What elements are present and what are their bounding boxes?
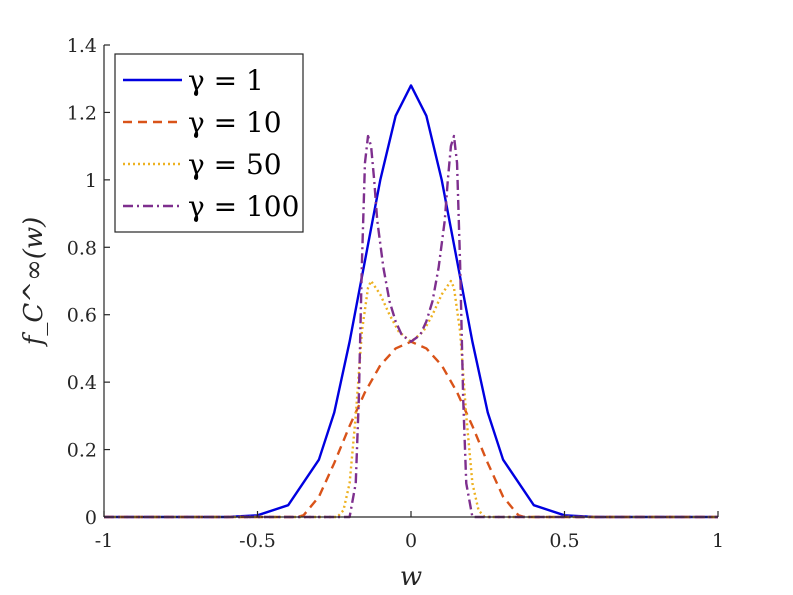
- x-tick-label: -0.5: [239, 530, 276, 552]
- series-line-1: [104, 84, 718, 519]
- y-tick-label: 0.4: [67, 372, 97, 394]
- x-axis-label: w: [400, 562, 422, 592]
- x-tick-label: 1: [712, 530, 724, 552]
- y-tick-label: 1: [85, 170, 97, 192]
- x-tick-label: 0: [405, 530, 417, 552]
- y-tick-label: 0.6: [67, 305, 97, 327]
- series-line-4: [104, 134, 718, 519]
- y-tick-label: 0.2: [67, 440, 97, 462]
- x-tick-label: -1: [95, 530, 114, 552]
- y-tick-label: 0.8: [67, 237, 97, 259]
- legend-label: γ = 50: [188, 148, 282, 181]
- y-tick-label: 1.2: [67, 102, 97, 124]
- legend-label: γ = 1: [188, 64, 264, 97]
- series-line-3: [104, 279, 718, 519]
- legend: γ = 1 γ = 10 γ = 50 γ = 100: [114, 53, 304, 233]
- x-tick-label: 0.5: [549, 530, 579, 552]
- legend-box: [114, 53, 304, 233]
- plot-lines: [104, 84, 718, 519]
- legend-label: γ = 10: [188, 106, 282, 139]
- y-tick-label: 1.4: [67, 35, 97, 57]
- legend-label: γ = 100: [188, 190, 299, 223]
- y-axis-label: f_C^∞(w): [19, 217, 49, 348]
- axis-ticks: -1 -0.5 0 0.5 1 0 0.2 0.4 0.6 0.8 1 1.2 1.4: [67, 35, 724, 552]
- series-line-2: [104, 340, 718, 519]
- y-tick-label: 0: [85, 507, 97, 529]
